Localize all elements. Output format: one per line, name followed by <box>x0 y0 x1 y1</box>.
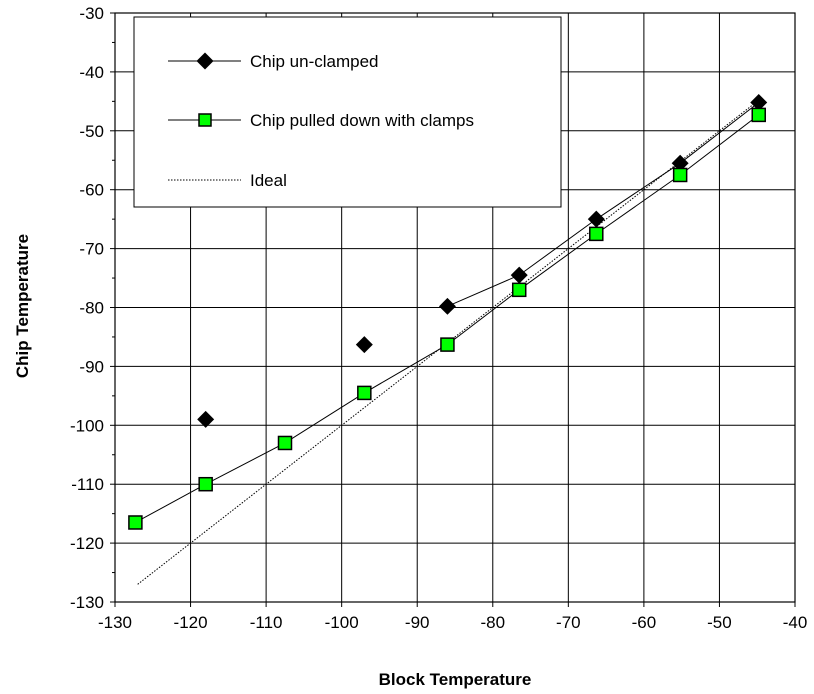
point-clamped <box>277 435 293 451</box>
point-unclamped <box>671 154 689 172</box>
x-tick-label: -70 <box>556 613 581 632</box>
point-clamped <box>672 167 688 183</box>
x-tick-label: -110 <box>250 613 283 632</box>
series-line-2 <box>137 100 758 585</box>
y-tick-labels: -30 -40 -50 -60 -70 -80 -90 -100 -110 -120 -130 <box>70 4 104 612</box>
legend: Chip un-clamped Chip pulled down with cl… <box>133 16 562 208</box>
point-unclamped <box>587 210 605 228</box>
x-tick-label: -130 <box>98 613 132 632</box>
y-tick-label: -40 <box>79 63 104 82</box>
point-clamped <box>751 107 766 123</box>
legend-label-ideal: Ideal <box>250 171 287 190</box>
x-axis-title: Block Temperature <box>379 670 532 689</box>
y-tick-label: -60 <box>79 181 104 200</box>
legend-box <box>133 16 562 208</box>
x-tick-label: -90 <box>405 613 430 632</box>
y-tick-label: -50 <box>79 122 104 141</box>
y-tick-label: -30 <box>79 4 104 23</box>
y-tick-label: -130 <box>70 593 104 612</box>
x-tick-labels: -130 -120 -110 -100 -90 -80 -70 -60 -50 -40 <box>98 613 807 632</box>
point-clamped <box>198 476 213 492</box>
point-clamped <box>511 282 527 298</box>
x-tick-label: -60 <box>632 613 657 632</box>
series <box>128 94 768 585</box>
point-unclamped <box>438 297 456 315</box>
x-tick-label: -100 <box>325 613 359 632</box>
legend-label-unclamped: Chip un-clamped <box>250 52 379 71</box>
point-clamped <box>128 515 143 530</box>
legend-marker-clamped <box>198 113 212 127</box>
point-clamped <box>357 385 372 401</box>
point-unclamped <box>355 336 373 354</box>
y-tick-label: -80 <box>79 299 104 318</box>
point-unclamped <box>197 410 215 428</box>
point-unclamped <box>510 266 528 284</box>
x-tick-label: -40 <box>783 613 808 632</box>
point-unclamped <box>750 94 768 112</box>
x-tick-label: -80 <box>480 613 505 632</box>
y-tick-label: -120 <box>70 534 104 553</box>
y-axis-title: Chip Temperature <box>13 234 32 378</box>
plot-frame <box>114 12 796 603</box>
legend-label-clamped: Chip pulled down with clamps <box>250 111 474 130</box>
y-tick-label: -90 <box>79 357 104 376</box>
y-tick-label: -100 <box>70 416 104 435</box>
x-tick-label: -50 <box>707 613 732 632</box>
y-tick-label: -110 <box>71 475 104 494</box>
point-clamped <box>589 226 604 242</box>
point-clamped <box>440 337 455 352</box>
y-tick-label: -70 <box>79 240 104 259</box>
x-tick-label: -120 <box>174 613 208 632</box>
